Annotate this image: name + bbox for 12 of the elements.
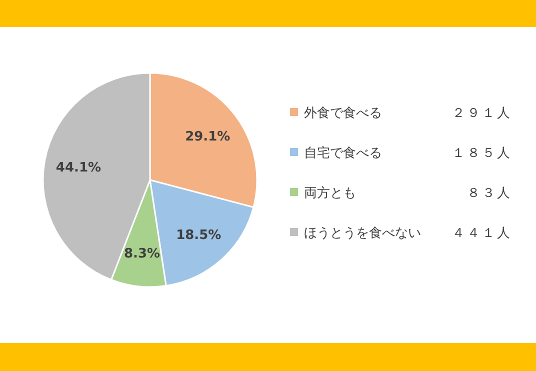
- legend-label: 両方とも: [304, 185, 356, 201]
- text: ４４１人: [452, 226, 512, 241]
- data-label: 29.1%: [185, 130, 230, 145]
- data-label: 8.3%: [124, 246, 160, 262]
- text: １８５人: [452, 146, 512, 161]
- text: ８３人: [467, 186, 512, 201]
- data-label: 18.5%: [176, 228, 222, 244]
- legend-label: 自宅で食べる: [304, 145, 382, 161]
- legend-label: ほうとうを食べない: [304, 226, 421, 241]
- data-label: 44.1%: [56, 160, 102, 176]
- text: ２９１人: [452, 106, 512, 121]
- legend-label: 外食で食べる: [304, 106, 382, 121]
